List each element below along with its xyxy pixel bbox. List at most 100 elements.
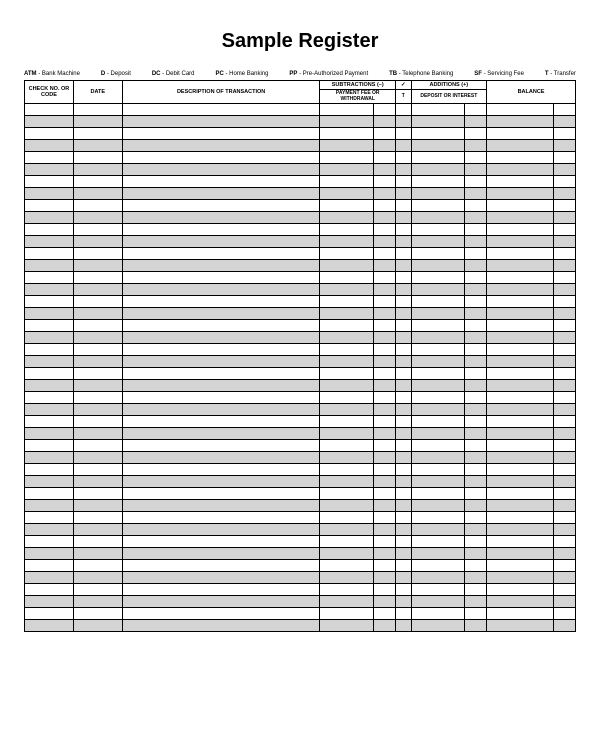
table-cell — [73, 548, 122, 560]
table-cell — [396, 500, 412, 512]
table-cell — [122, 164, 320, 176]
col-subheader-additions: DEPOSIT OR INTEREST — [411, 90, 487, 104]
table-cell — [464, 560, 486, 572]
table-cell — [320, 248, 373, 260]
table-cell — [320, 416, 373, 428]
table-cell — [122, 104, 320, 116]
table-cell — [373, 128, 395, 140]
table-cell — [25, 104, 74, 116]
table-cell — [25, 488, 74, 500]
table-cell — [464, 596, 486, 608]
table-cell — [553, 368, 575, 380]
table-row — [25, 152, 576, 164]
table-cell — [396, 320, 412, 332]
table-row — [25, 308, 576, 320]
table-cell — [320, 440, 373, 452]
table-cell — [553, 428, 575, 440]
table-cell — [122, 116, 320, 128]
table-row — [25, 260, 576, 272]
table-cell — [487, 548, 554, 560]
table-cell — [396, 404, 412, 416]
table-cell — [73, 188, 122, 200]
table-cell — [320, 332, 373, 344]
table-cell — [73, 236, 122, 248]
table-cell — [553, 464, 575, 476]
table-cell — [396, 536, 412, 548]
table-cell — [553, 608, 575, 620]
table-row — [25, 284, 576, 296]
table-cell — [411, 236, 464, 248]
table-cell — [464, 272, 486, 284]
table-cell — [411, 428, 464, 440]
table-cell — [25, 224, 74, 236]
table-cell — [464, 380, 486, 392]
table-cell — [320, 104, 373, 116]
table-cell — [464, 104, 486, 116]
table-cell — [25, 188, 74, 200]
table-cell — [25, 164, 74, 176]
table-row — [25, 320, 576, 332]
table-cell — [553, 392, 575, 404]
table-cell — [553, 296, 575, 308]
table-cell — [487, 416, 554, 428]
table-cell — [553, 452, 575, 464]
table-cell — [553, 344, 575, 356]
table-cell — [411, 464, 464, 476]
table-cell — [373, 116, 395, 128]
table-cell — [73, 344, 122, 356]
table-cell — [553, 128, 575, 140]
table-cell — [396, 464, 412, 476]
table-cell — [553, 116, 575, 128]
table-cell — [73, 572, 122, 584]
table-cell — [25, 428, 74, 440]
table-cell — [553, 560, 575, 572]
table-cell — [373, 284, 395, 296]
table-cell — [73, 128, 122, 140]
table-cell — [464, 464, 486, 476]
table-cell — [464, 260, 486, 272]
table-cell — [464, 548, 486, 560]
table-row — [25, 608, 576, 620]
table-cell — [73, 140, 122, 152]
table-cell — [487, 368, 554, 380]
table-cell — [396, 488, 412, 500]
table-cell — [25, 236, 74, 248]
table-cell — [373, 560, 395, 572]
table-cell — [320, 464, 373, 476]
table-cell — [464, 476, 486, 488]
table-cell — [396, 584, 412, 596]
table-cell — [122, 536, 320, 548]
table-cell — [73, 356, 122, 368]
table-cell — [25, 272, 74, 284]
table-cell — [373, 440, 395, 452]
table-cell — [25, 524, 74, 536]
table-cell — [487, 596, 554, 608]
table-row — [25, 452, 576, 464]
table-cell — [464, 440, 486, 452]
table-cell — [73, 608, 122, 620]
table-cell — [373, 188, 395, 200]
table-cell — [122, 368, 320, 380]
table-cell — [373, 260, 395, 272]
table-cell — [464, 128, 486, 140]
table-cell — [411, 116, 464, 128]
table-cell — [487, 176, 554, 188]
table-cell — [122, 500, 320, 512]
table-cell — [122, 404, 320, 416]
table-cell — [25, 476, 74, 488]
page-title: Sample Register — [222, 30, 379, 53]
table-cell — [553, 548, 575, 560]
table-row — [25, 464, 576, 476]
table-cell — [487, 332, 554, 344]
table-cell — [553, 248, 575, 260]
table-cell — [396, 368, 412, 380]
table-cell — [320, 260, 373, 272]
table-cell — [553, 236, 575, 248]
table-cell — [320, 128, 373, 140]
table-cell — [487, 200, 554, 212]
table-cell — [411, 164, 464, 176]
table-cell — [373, 224, 395, 236]
table-cell — [320, 596, 373, 608]
table-cell — [464, 332, 486, 344]
table-cell — [25, 464, 74, 476]
